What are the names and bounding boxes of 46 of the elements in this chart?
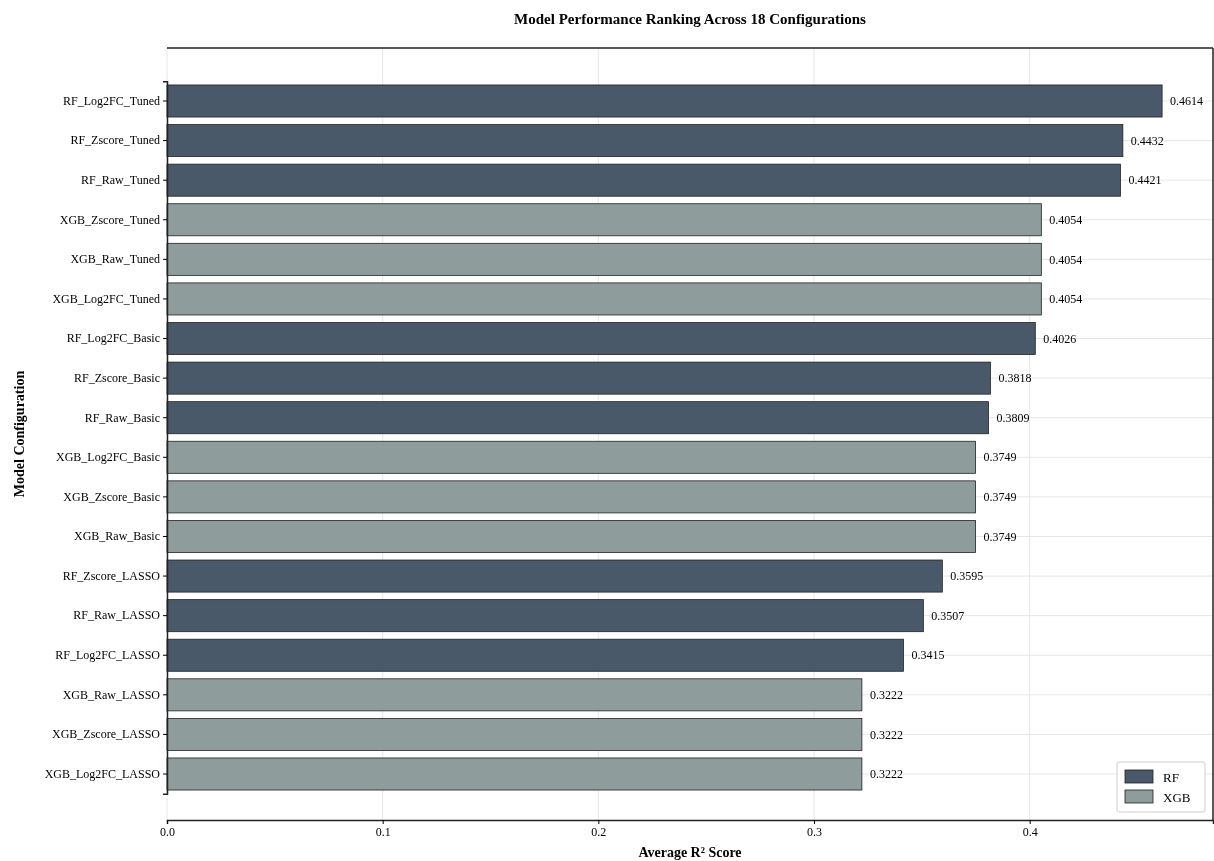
data-label: 0.3809 xyxy=(996,410,1030,425)
data-label: 0.3415 xyxy=(911,648,945,663)
y-tick-label: XGB_Zscore_LASSO xyxy=(52,727,161,742)
chart-title: Model Performance Ranking Across 18 Configurations xyxy=(514,11,867,27)
y-tick-label: XGB_Zscore_Tuned xyxy=(59,212,160,227)
x-tick-label: 0.1 xyxy=(375,824,391,839)
x-tick-label: 0.2 xyxy=(591,824,607,839)
data-label: 0.3222 xyxy=(869,688,903,703)
y-tick-label: RF_Log2FC_Basic xyxy=(66,331,160,346)
y-tick-label: XGB_Zscore_Basic xyxy=(63,489,160,504)
data-label: 0.4432 xyxy=(1130,133,1164,148)
y-tick-label: RF_Zscore_LASSO xyxy=(62,568,161,583)
y-tick-label: RF_Zscore_Tuned xyxy=(70,133,160,148)
data-label: 0.4054 xyxy=(1049,252,1083,267)
y-tick-label: XGB_Log2FC_Basic xyxy=(55,450,160,465)
data-label: 0.3222 xyxy=(869,767,903,782)
y-tick-label: XGB_Raw_Basic xyxy=(74,529,160,544)
legend-label: XGB xyxy=(1163,789,1191,805)
y-tick-label: XGB_Log2FC_LASSO xyxy=(44,766,161,781)
data-label: 0.3749 xyxy=(983,529,1017,544)
data-label: 0.4421 xyxy=(1128,173,1162,188)
y-tick-label: RF_Raw_Tuned xyxy=(81,173,160,188)
x-tick-label: 0.4 xyxy=(1022,824,1038,839)
data-label: 0.3595 xyxy=(950,569,984,584)
y-tick-label: RF_Raw_Basic xyxy=(84,410,160,425)
y-tick-label: RF_Log2FC_Tuned xyxy=(63,93,160,108)
y-tick-label: RF_Log2FC_LASSO xyxy=(55,648,161,663)
data-label: 0.3507 xyxy=(931,608,965,623)
y-tick-label: RF_Raw_LASSO xyxy=(73,608,161,623)
data-label: 0.3749 xyxy=(983,450,1017,465)
data-label: 0.3818 xyxy=(998,371,1032,386)
x-tick-label: 0.0 xyxy=(160,824,175,839)
legend-label: RF xyxy=(1163,769,1179,785)
x-axis-title: Average R² Score xyxy=(638,845,742,860)
data-label: 0.4026 xyxy=(1043,331,1077,346)
y-axis-title: Model Configuration xyxy=(12,370,27,498)
y-tick-label: RF_Zscore_Basic xyxy=(74,370,160,385)
data-label: 0.4054 xyxy=(1049,292,1083,307)
y-tick-label: XGB_Log2FC_Tuned xyxy=(52,291,160,306)
y-tick-label: XGB_Raw_Tuned xyxy=(70,252,160,267)
data-label: 0.4614 xyxy=(1170,94,1204,109)
data-label: 0.4054 xyxy=(1049,212,1083,227)
data-label: 0.3749 xyxy=(983,490,1017,505)
data-label: 0.3222 xyxy=(869,727,903,742)
y-tick-label: XGB_Raw_LASSO xyxy=(62,687,161,702)
x-tick-label: 0.3 xyxy=(807,824,823,839)
